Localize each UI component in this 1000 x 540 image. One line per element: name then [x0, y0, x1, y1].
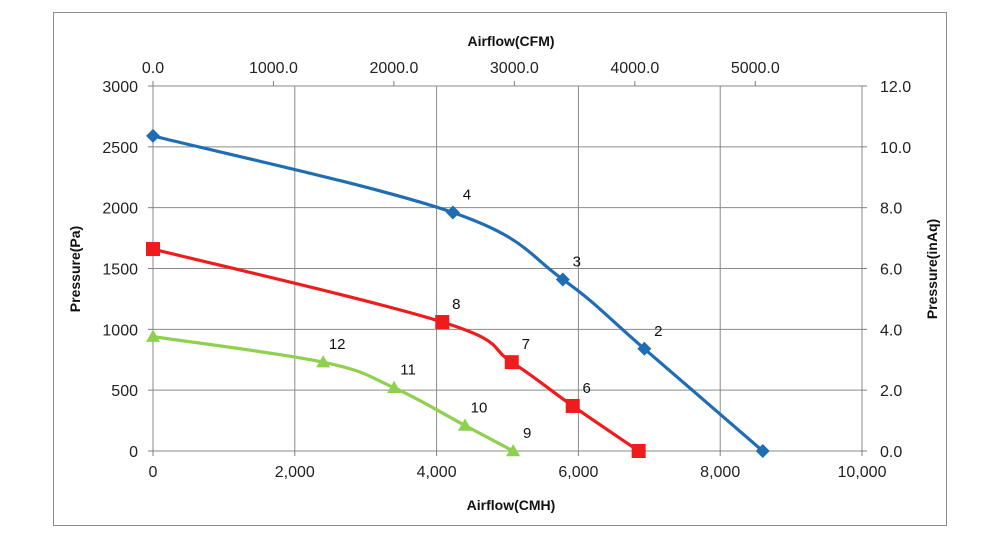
y-tick-label: 500 [111, 383, 138, 400]
y-tick-label: 2500 [102, 140, 138, 157]
x2-tick-label: 4000.0 [610, 60, 659, 77]
data-point [637, 341, 652, 356]
data-point [457, 418, 472, 431]
pressure-airflow-chart: 0 2,000 4,000 6,000 8,000 10,000 0 500 1000 1500 2… [67, 33, 940, 513]
y2-tick-label: 0.0 [880, 444, 902, 461]
data-point [755, 444, 770, 458]
chart-frame: 0 2,000 4,000 6,000 8,000 10,000 0 500 1000 1500 2… [53, 12, 947, 526]
axes: 0 2,000 4,000 6,000 8,000 10,000 0 500 1000 1500 2… [102, 60, 911, 481]
y-tick-label: 3000 [102, 79, 138, 96]
x-axis-bottom-title: Airflow(CMH) [467, 497, 556, 513]
x-axis-top-title: Airflow(CFM) [467, 33, 554, 49]
data-point [565, 398, 580, 413]
y2-tick-label: 12.0 [880, 79, 911, 96]
data-point [146, 242, 160, 257]
data-point [316, 355, 331, 368]
y-tick-label: 1500 [102, 262, 138, 279]
x-tick-label: 4,000 [417, 464, 457, 481]
series-layer: 4 3 2 8 7 6 12 11 10 9 [146, 128, 770, 458]
x-tick-label: 8,000 [700, 464, 740, 481]
y2-tick-label: 2.0 [880, 383, 902, 400]
gridlines [152, 85, 863, 452]
data-label: 2 [654, 323, 662, 340]
y2-tick-label: 4.0 [880, 322, 902, 339]
y-axis-right-title: Pressure(inAq) [924, 219, 940, 319]
data-point [146, 329, 160, 342]
y-tick-label: 0 [129, 444, 138, 461]
data-point [445, 205, 460, 220]
series-line [152, 134, 764, 453]
data-label: 6 [583, 380, 591, 397]
x-tick-label: 2,000 [275, 464, 315, 481]
x2-tick-label: 1000.0 [249, 60, 298, 77]
data-point [387, 380, 402, 393]
data-point [435, 315, 450, 330]
data-label: 11 [400, 362, 416, 379]
x-tick-label: 0 [149, 464, 158, 481]
x2-tick-label: 0.0 [142, 60, 164, 77]
data-point [555, 272, 570, 287]
y2-tick-label: 8.0 [880, 201, 902, 218]
series-line [152, 335, 514, 453]
data-point [504, 355, 519, 370]
y-axis-left-title: Pressure(Pa) [67, 226, 83, 312]
x-tick-label: 6,000 [558, 464, 598, 481]
data-label: 4 [463, 187, 471, 204]
data-label: 9 [523, 425, 531, 442]
data-label: 8 [452, 296, 460, 313]
x2-tick-label: 3000.0 [490, 60, 539, 77]
x2-tick-label: 2000.0 [369, 60, 418, 77]
x2-tick-label: 5000.0 [731, 60, 780, 77]
data-label: 10 [471, 399, 488, 416]
y2-tick-label: 6.0 [880, 262, 902, 279]
y2-tick-label: 10.0 [880, 140, 911, 157]
data-label: 12 [329, 336, 346, 353]
y-tick-label: 2000 [102, 201, 138, 218]
data-point [631, 444, 646, 458]
data-point [506, 444, 521, 457]
x-tick-label: 10,000 [838, 464, 887, 481]
data-point [146, 128, 160, 143]
y-tick-label: 1000 [102, 322, 138, 339]
data-label: 3 [573, 253, 581, 270]
data-label: 7 [522, 336, 530, 353]
